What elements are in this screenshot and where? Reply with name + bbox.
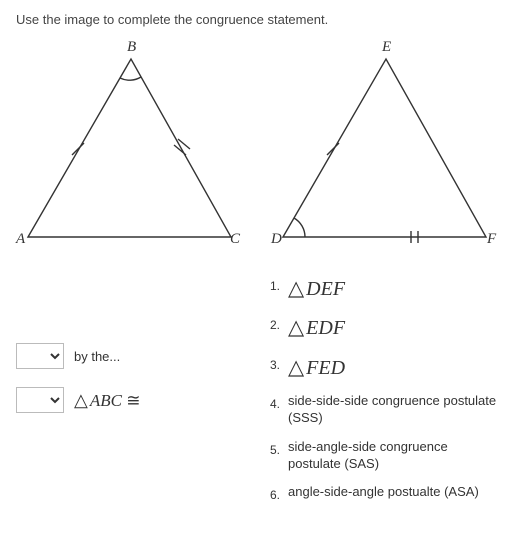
vertex-label-b: B xyxy=(127,39,136,56)
congruent-symbol: ≅ xyxy=(126,391,140,410)
option-text: side-angle-side congruence postulate (SA… xyxy=(288,439,501,473)
option-3: 3. △FED xyxy=(266,354,501,381)
vertex-label-a: A xyxy=(16,231,25,248)
figures-row: A B C D E F xyxy=(16,45,501,245)
triangle-symbol: △ xyxy=(288,276,304,300)
option-number: 2. xyxy=(266,314,280,332)
vertex-label-f: F xyxy=(487,231,496,248)
option-number: 3. xyxy=(266,354,280,372)
option-number: 5. xyxy=(266,439,280,457)
vertex-label-e: E xyxy=(382,39,391,56)
triangle-abc-svg xyxy=(16,45,241,245)
bythe-label: by the... xyxy=(74,349,120,364)
option-number: 6. xyxy=(266,484,280,502)
input-column: by the... △ABC ≅ xyxy=(16,275,246,514)
vertex-label-d: D xyxy=(271,231,282,248)
triangle-select[interactable] xyxy=(16,387,64,413)
option-2: 2. △EDF xyxy=(266,314,501,341)
question-prompt: Use the image to complete the congruence… xyxy=(16,12,501,27)
option-text: side-side-side congruence postulate (SSS… xyxy=(288,393,501,427)
postulate-select[interactable] xyxy=(16,343,64,369)
triangle-def-svg xyxy=(271,45,496,245)
abc-text: ABC xyxy=(90,391,122,410)
option-text: △DEF xyxy=(288,275,501,302)
abc-congruent-label: △ABC ≅ xyxy=(74,390,140,411)
option-number: 1. xyxy=(266,275,280,293)
options-list: 1. △DEF 2. △EDF 3. △FED 4. side-side-sid… xyxy=(266,275,501,502)
option-text: △FED xyxy=(288,354,501,381)
option-1: 1. △DEF xyxy=(266,275,501,302)
option-letters: EDF xyxy=(306,317,345,339)
bythe-row: by the... xyxy=(16,343,246,369)
option-text: angle-side-angle postualte (ASA) xyxy=(288,484,501,501)
option-number: 4. xyxy=(266,393,280,411)
triangle-def: D E F xyxy=(271,45,496,245)
option-5: 5. side-angle-side congruence postulate … xyxy=(266,439,501,473)
triangle-symbol: △ xyxy=(288,355,304,379)
option-letters: DEF xyxy=(306,278,345,300)
vertex-label-c: C xyxy=(230,231,240,248)
triangle-abc: A B C xyxy=(16,45,241,245)
option-text: △EDF xyxy=(288,314,501,341)
congruence-row: △ABC ≅ xyxy=(16,387,246,413)
triangle-symbol: △ xyxy=(288,315,304,339)
triangle-symbol: △ xyxy=(74,390,88,410)
option-letters: FED xyxy=(306,357,345,379)
option-4: 4. side-side-side congruence postulate (… xyxy=(266,393,501,427)
bottom-row: by the... △ABC ≅ 1. △DEF 2. △EDF 3. △FED xyxy=(16,275,501,514)
option-6: 6. angle-side-angle postualte (ASA) xyxy=(266,484,501,502)
options-column: 1. △DEF 2. △EDF 3. △FED 4. side-side-sid… xyxy=(266,275,501,514)
